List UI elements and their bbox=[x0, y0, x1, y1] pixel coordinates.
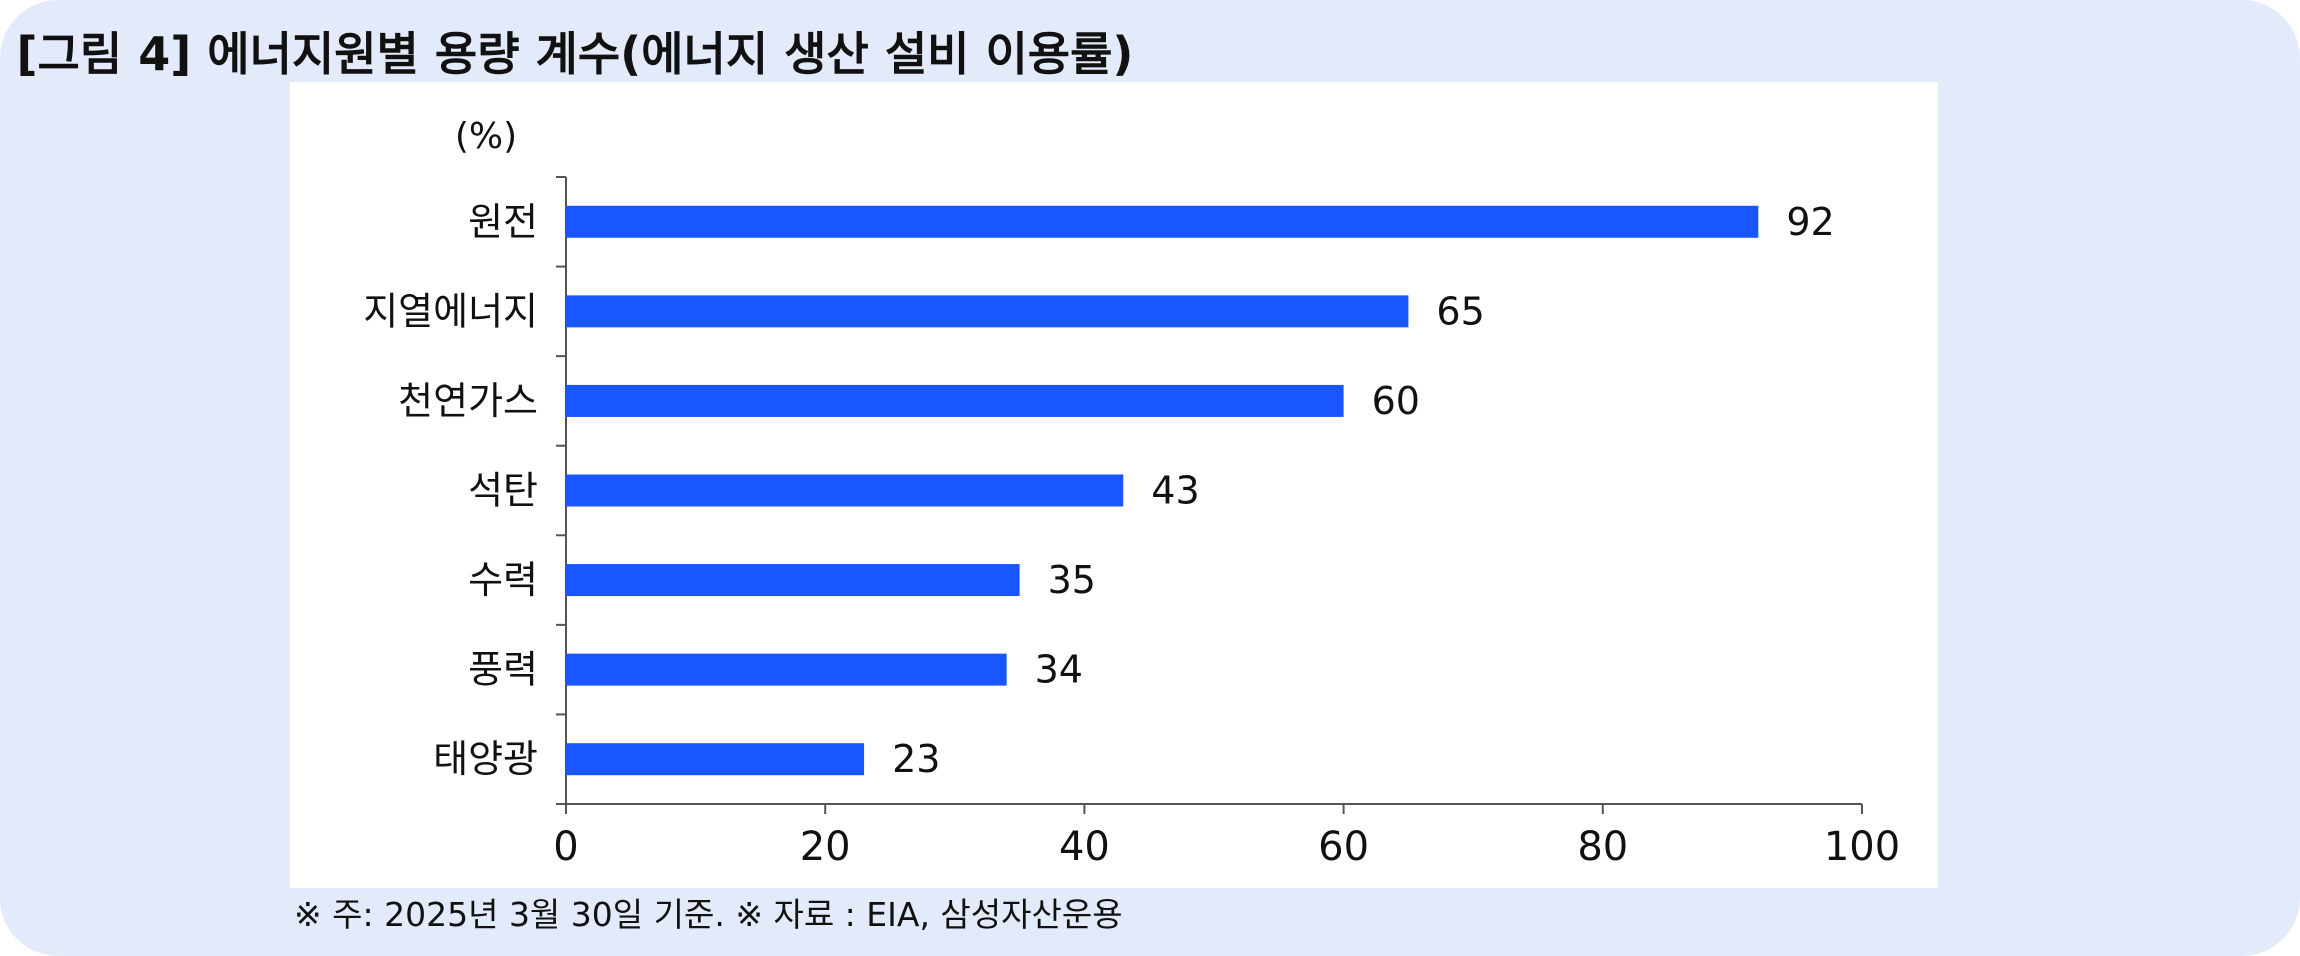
footnote: ※ 주: 2025년 3월 30일 기준. ※ 자료 : EIA, 삼성자산운용 bbox=[294, 895, 1123, 934]
data-label: 35 bbox=[1048, 558, 1096, 602]
bar-6 bbox=[566, 653, 1007, 686]
data-label: 65 bbox=[1436, 289, 1484, 333]
category-label: 풍력 bbox=[468, 648, 538, 692]
bar-2 bbox=[566, 295, 1409, 328]
chart-title: [그림 4] 에너지원별 용량 계수(에너지 생산 설비 이용률) bbox=[16, 27, 1134, 81]
category-label: 수력 bbox=[468, 558, 538, 602]
data-label: 34 bbox=[1035, 648, 1083, 692]
bar-5 bbox=[566, 564, 1020, 597]
bar-1 bbox=[566, 205, 1759, 238]
category-label: 천연가스 bbox=[398, 379, 538, 423]
x-tick-label: 40 bbox=[1059, 824, 1110, 870]
x-tick-label: 80 bbox=[1577, 824, 1628, 870]
category-label: 원전 bbox=[468, 200, 538, 244]
bar-chart: (%) 0 20 40 60 80 100 원전 92 지열에너지 65 천연가스 60 석탄 43 수력 35… bbox=[363, 116, 1900, 870]
bar-4 bbox=[566, 474, 1124, 507]
x-tick-label: 60 bbox=[1318, 824, 1369, 870]
data-label: 92 bbox=[1786, 200, 1834, 244]
x-tick-label: 0 bbox=[553, 824, 578, 870]
data-label: 23 bbox=[892, 737, 940, 781]
x-tick-label: 20 bbox=[800, 824, 851, 870]
data-label: 43 bbox=[1151, 469, 1199, 513]
data-label: 60 bbox=[1372, 379, 1420, 423]
bar-3 bbox=[566, 384, 1344, 417]
category-label: 석탄 bbox=[468, 469, 538, 513]
bar-7 bbox=[566, 743, 865, 776]
category-label: 지열에너지 bbox=[363, 289, 538, 333]
unit-label: (%) bbox=[455, 116, 517, 157]
category-label: 태양광 bbox=[433, 737, 538, 781]
x-tick-label: 100 bbox=[1824, 824, 1900, 870]
